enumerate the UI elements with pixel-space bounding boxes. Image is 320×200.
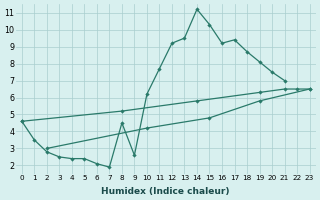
X-axis label: Humidex (Indice chaleur): Humidex (Indice chaleur) <box>101 187 230 196</box>
